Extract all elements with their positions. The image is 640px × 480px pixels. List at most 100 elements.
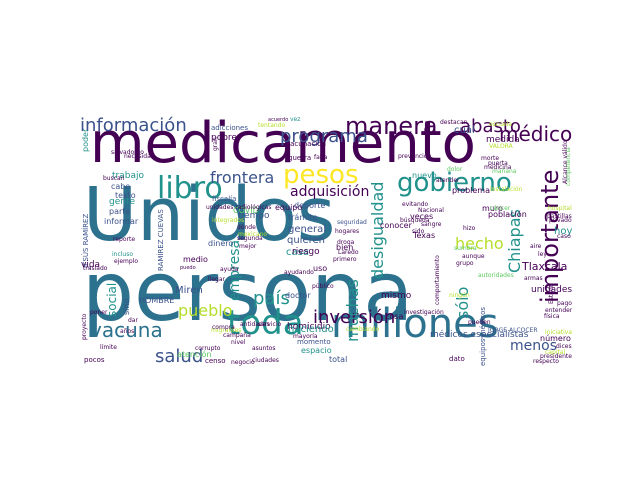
word-fiscalia: fiscalía [212,195,237,203]
word-unidades: unidades [531,285,572,295]
word-casa: casa [286,247,309,258]
word-muro: muro [482,204,503,213]
word-campana: campaña [223,332,251,339]
word-mayoria: mayoría [293,333,318,340]
word-llegar: llegar [208,276,225,283]
word-equipo: equipo [275,203,303,212]
word-publico: público [312,283,334,290]
word-gobierno: gobierno [397,168,512,198]
word-incluso: incluso [112,251,134,258]
word-riesgo: riesgo [292,247,320,257]
word-primero: primero [333,256,357,263]
word-dolor: dolor [447,166,463,173]
word-medico: médico [499,122,572,146]
word-equipos-medicos: equipos médicos [479,306,487,366]
word-sumbra: sumbra [454,245,477,252]
word-cabo: cabo [111,182,131,191]
word-alcance-valido: Alcance válido [562,140,569,185]
word-pastillas: pastillas [547,213,572,220]
word-social: social [105,282,119,317]
word-adicciones: adicciones [211,124,248,132]
word-pocos: pocos [84,356,105,364]
word-menos: menos [510,338,557,354]
word-trabajo: trabajo [112,171,144,181]
word-cancer: cáncer [490,205,511,212]
word-valora: VALORA [489,143,513,150]
word-laredo: Laredo [338,249,359,256]
word-migrantes: migrantes [211,327,242,334]
word-ayuda: ayuda [220,266,239,273]
word-dato: dato [449,355,465,363]
word-respecto: respecto [533,358,559,365]
word-parte: parte [109,207,131,216]
word-cosa: cosa [385,312,404,321]
word-millones: millones [331,301,499,347]
word-pobre: pobre [211,133,237,143]
word-vez: vez [290,116,301,123]
word-hoy: hoy [554,226,572,237]
word-poblacion: población [488,210,527,219]
word-reporte: reporte [113,236,136,243]
word-quieren: quieren [287,235,325,246]
word-pais: país [253,288,290,309]
word-atender: atender [436,177,460,184]
word-medida: medida [486,135,520,145]
word-limite: límite [100,344,117,351]
word-bien: bien [336,243,354,252]
word-ayudando: ayudando [284,269,314,276]
word-entender: entender [545,307,572,314]
word-iniciativa: iniciativa [545,329,572,336]
word-segunda: segunda [237,235,263,242]
word-morte: morte [481,155,500,162]
word-vacuna: vacuna [90,318,163,342]
word-programa: programa [280,126,368,147]
word-hogares: hogares [335,228,360,235]
word-ejemplo: ejemplo [114,258,139,265]
word-buscan: buscan [103,175,125,182]
word-texto: texto [115,191,136,200]
word-antidades: antidades [240,321,270,328]
word-gente: gente [109,197,136,207]
word-tramite: trámite [288,213,318,222]
word-dinero: dinero [208,239,234,248]
word-armas: armas [524,275,543,282]
word-presidente: presidente [540,353,572,360]
word-tentando: tentando [258,122,286,129]
word-espacio: espacio [301,346,332,355]
word-libro: libro [157,171,223,206]
word-hombre: HOMBRE [139,296,175,305]
word-general: general [288,224,327,235]
word-asuntos: asuntos [252,345,276,352]
word-pueblo: pueblo [178,301,233,320]
word-ciudades: ciudades [252,357,279,364]
word-acuerdo: acuerdo [268,117,289,123]
word-salud: salud [155,346,204,366]
word-mexicano: mexicano [238,231,268,238]
word-fisica: física [544,313,560,320]
word-droga: droga [337,239,355,246]
word-hospital: hospital [548,205,572,212]
word-hecho: hecho [455,234,504,253]
word-escuela: escuela [489,121,512,128]
word-doctor: doctor [285,291,311,300]
word-uso: uso [313,264,328,273]
word-dices: dices [556,343,572,350]
word-unidades-radiologicas: unidades radiológicas [206,204,272,211]
word-nacional: Nacional [418,207,444,214]
word-salvadoreo: salvadoreo [111,149,144,156]
word-inversion: inversión [313,307,396,328]
word-sino: sino [122,298,131,315]
word-texas: Texas [413,231,436,240]
word-comportamiento: comportamiento [434,255,441,305]
word-caso: caso [557,233,571,240]
word-numero: número [540,334,571,343]
word-ley: ley [538,251,547,258]
word-pueden: pueden [468,319,491,326]
word-persona: persona [82,245,414,340]
word-puerta: puerta [488,160,508,167]
word-nivel: nivel [231,339,246,346]
word-guerra: guerra [288,154,312,162]
word-corrupto: corrupto [195,345,221,352]
word-medio: medio [183,255,208,264]
